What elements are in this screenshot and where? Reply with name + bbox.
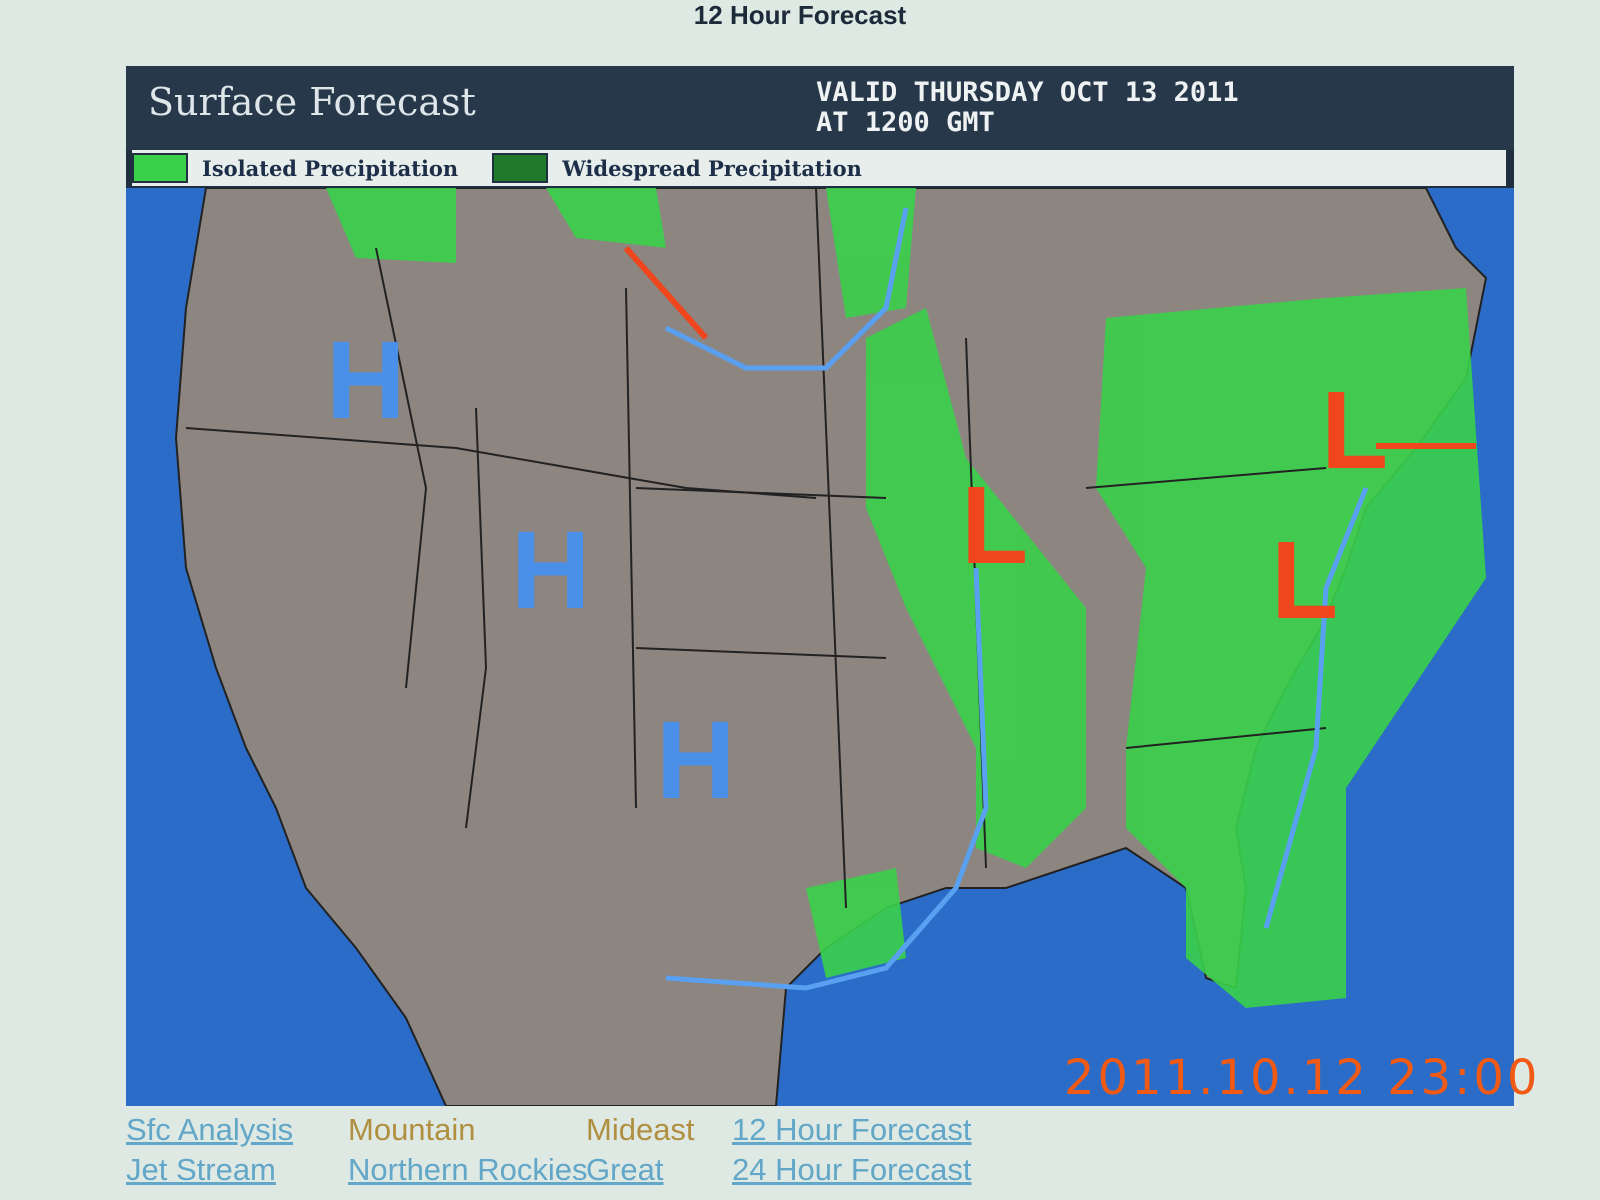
widespread-swatch xyxy=(492,153,549,183)
isolated-swatch xyxy=(132,153,188,183)
valid-line-2: AT 1200 GMT xyxy=(816,107,995,138)
low-center-newengland: L xyxy=(1321,369,1388,492)
legend-widespread: Widespread Precipitation xyxy=(562,155,862,181)
low-center-virginia: L xyxy=(1271,519,1338,642)
link-jet-stream[interactable]: Jet Stream xyxy=(126,1152,276,1187)
high-center-idaho: H xyxy=(326,319,405,442)
weather-map: H H H L L L xyxy=(126,188,1514,1106)
low-center-midwest: L xyxy=(961,464,1028,587)
high-center-texas: H xyxy=(656,699,735,822)
legend-isolated: Isolated Precipitation xyxy=(202,155,459,181)
link-24-hour-forecast[interactable]: 24 Hour Forecast xyxy=(732,1152,972,1187)
surface-forecast-map-panel: Surface Forecast VALID THURSDAY OCT 13 2… xyxy=(126,66,1514,1106)
link-sfc-analysis[interactable]: Sfc Analysis xyxy=(126,1112,294,1147)
valid-time: VALID THURSDAY OCT 13 2011 AT 1200 GMT xyxy=(816,78,1239,138)
link-12-hour-forecast[interactable]: 12 Hour Forecast xyxy=(732,1112,972,1147)
link-mideast[interactable]: Mideast xyxy=(586,1112,695,1147)
page-title: 12 Hour Forecast xyxy=(693,0,907,30)
isolated-precip-areas xyxy=(326,188,1486,1008)
link-mountain[interactable]: Mountain xyxy=(348,1112,476,1147)
map-header: Surface Forecast VALID THURSDAY OCT 13 2… xyxy=(126,66,1514,150)
photo-timestamp: 2011.10.12 23:00 xyxy=(1064,1050,1541,1106)
warm-front xyxy=(623,246,1476,449)
cold-fronts xyxy=(664,207,1369,991)
map-legend: Isolated Precipitation Widespread Precip… xyxy=(132,150,1506,186)
high-center-colorado: H xyxy=(511,509,590,632)
link-great[interactable]: Great xyxy=(586,1152,664,1187)
map-title: Surface Forecast xyxy=(148,80,476,124)
link-northern-rockies[interactable]: Northern Rockies xyxy=(348,1152,588,1187)
pressure-centers: H H H L L L xyxy=(326,319,1388,822)
valid-line-1: VALID THURSDAY OCT 13 2011 xyxy=(816,77,1239,108)
